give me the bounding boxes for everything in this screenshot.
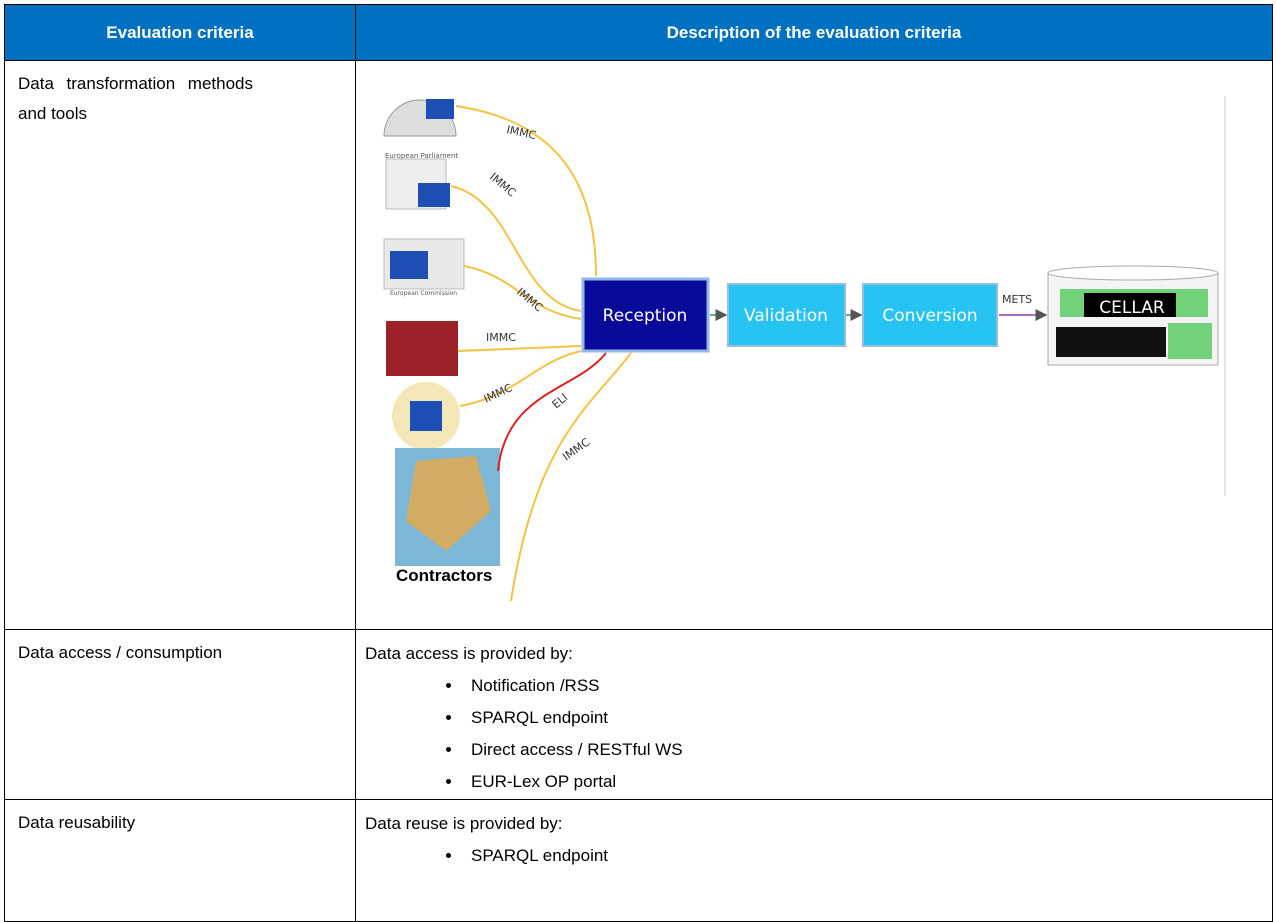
process-label: CELLAR [1099, 298, 1165, 318]
cell: Data access is provided by: Notification… [355, 629, 1273, 800]
edge-label: IMMC [487, 170, 519, 199]
criterion: Data transformation methods and tools [18, 74, 253, 123]
list-item: SPARQL endpoint [463, 702, 1272, 734]
list: SPARQL endpoint [365, 840, 1272, 872]
list-item: Notification /RSS [463, 670, 1272, 702]
connectors [450, 105, 632, 602]
source-label: European Commission [390, 290, 457, 297]
description: Data reuse is provided by: SPARQL endpoi… [356, 800, 1272, 872]
edge-label: IMMC [560, 435, 592, 463]
header-cell: Evaluation criteria [4, 4, 356, 61]
header-row: Evaluation criteria Description of the e… [4, 4, 1273, 61]
row: Data reusability Data reuse is provided … [4, 799, 1273, 922]
workflow-diagram: European Parliament European Commission … [383, 96, 1226, 602]
storage [1047, 265, 1219, 366]
process-box [581, 277, 710, 353]
row: Data transformation methods and tools Eu… [4, 60, 1273, 630]
list-item: EUR-Lex OP portal [463, 766, 1272, 798]
edge-label: IMMC [482, 381, 515, 406]
process-label: Validation [744, 306, 828, 326]
criterion: Data access / consumption [18, 643, 223, 662]
list: Notification /RSS SPARQL endpoint Direct… [365, 670, 1272, 798]
intro: Data access is provided by: [365, 644, 573, 663]
intro: Data reuse is provided by: [365, 814, 563, 833]
edge-label: IMMC [486, 331, 516, 344]
source-label: European Parliament [385, 152, 458, 160]
header-cell: Description of the evaluation criteria [355, 4, 1273, 61]
edge-label: METS [1002, 293, 1032, 306]
process-label: Conversion [882, 306, 977, 326]
list-item: SPARQL endpoint [463, 840, 1272, 872]
cell: Data reusability [4, 799, 356, 922]
description: Data access is provided by: Notification… [356, 630, 1272, 798]
process-label: Reception [603, 306, 688, 326]
edge-label: IMMC [514, 285, 546, 314]
process-box [862, 283, 998, 347]
edge-label: ELI [550, 391, 571, 411]
criteria-table: Evaluation criteria Description of the e… [4, 4, 1273, 922]
connector [497, 352, 607, 472]
criterion: Data reusability [18, 813, 136, 832]
process-box [727, 283, 846, 347]
list-item: Direct access / RESTful WS [463, 734, 1272, 766]
source-label: Contractors [396, 566, 492, 585]
cell: Data access / consumption [4, 629, 356, 800]
cell: Data transformation methods and tools [4, 60, 356, 630]
edge-label: IMMC [505, 123, 537, 142]
cell: European Parliament European Commission … [355, 60, 1273, 630]
row: Data access / consumption Data access is… [4, 629, 1273, 800]
cell: Data reuse is provided by: SPARQL endpoi… [355, 799, 1273, 922]
source-icons [383, 99, 500, 566]
